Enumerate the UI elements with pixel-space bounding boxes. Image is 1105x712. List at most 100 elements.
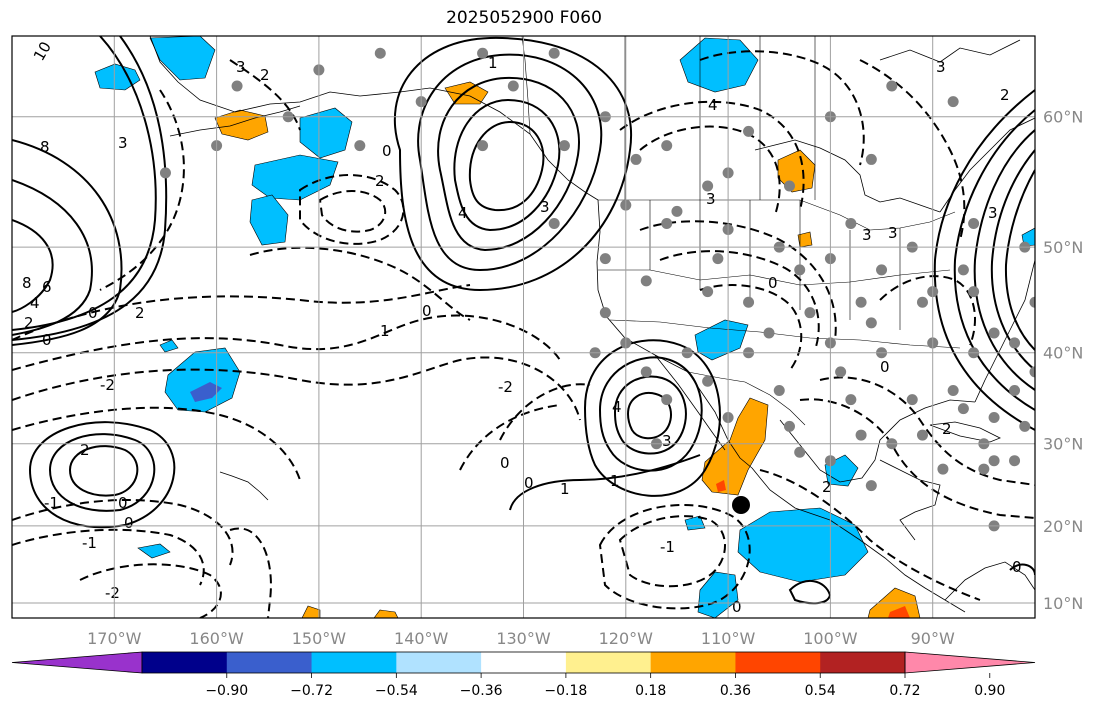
station-dot [957, 403, 969, 415]
contour-label: 3 [706, 190, 716, 208]
contour-neg-16 [699, 284, 803, 371]
contour-label: -1 [82, 534, 97, 552]
contour-neg-17 [619, 100, 805, 211]
shade-blue-tropic-2 [684, 515, 706, 531]
contour-caribbean [788, 580, 832, 605]
lat-tick-labels: 60°N 50°N 40°N 30°N 20°N 10°N [1043, 108, 1083, 613]
station-dot [988, 455, 1000, 467]
coast-east-us [974, 259, 1035, 403]
contour-neg-1 [12, 314, 561, 371]
contour-label: 0 [524, 474, 534, 492]
contour-label: 8 [40, 138, 50, 156]
contour-label: 4 [458, 204, 468, 222]
contour-west-pac-3 [12, 139, 123, 346]
colorbar-segment [142, 652, 228, 673]
station-dot [507, 80, 519, 92]
lon-tick-label: 140°W [394, 629, 449, 648]
station-dot [712, 253, 724, 265]
coast-gulf [779, 399, 976, 483]
contour-label: 1 [380, 322, 390, 340]
contour-label: 0 [422, 302, 432, 320]
station-dot [865, 480, 877, 492]
contour-neg-10 [79, 563, 222, 618]
shade-blue-hawaii-nw [164, 347, 241, 413]
station-dot [968, 218, 980, 230]
shade-red-tropic [888, 606, 910, 618]
station-dot [661, 218, 673, 230]
station-dot [1019, 420, 1031, 432]
station-dot [783, 420, 795, 432]
contour-label: 1 [488, 54, 498, 72]
station-dot [743, 125, 755, 137]
contour-east-coast-4 [953, 109, 1035, 411]
colorbar-tick-labels: −0.90 −0.72 −0.54 −0.36 −0.18 0.18 0.36 0.54 0.7… [205, 673, 1005, 699]
lon-tick-label: 100°W [803, 629, 858, 648]
contour-label: 3 [236, 58, 246, 76]
lon-tick-label: 110°W [701, 629, 756, 648]
contour-neg-3 [12, 284, 471, 341]
coast-arctic-islands [879, 39, 1021, 63]
colorbar-segment [650, 652, 736, 673]
contour-east-coast-1 [973, 129, 1035, 391]
colorbar-segment [565, 652, 652, 673]
contour-label: 3 [118, 134, 128, 152]
station-dot [1029, 366, 1035, 378]
station-dot [855, 429, 867, 441]
shade-orange-tropic-3 [373, 609, 399, 618]
contour-label: 0 [124, 514, 134, 532]
graticule [12, 36, 1035, 618]
station-dot [916, 429, 928, 441]
colorbar-tick-label: −0.90 [205, 683, 248, 699]
coast-baja [654, 354, 726, 451]
lon-tick-label: 130°W [496, 629, 551, 648]
colorbar-tick-label: −0.18 [544, 683, 587, 699]
colorbar-extend-low [11, 651, 143, 674]
border-states-1 [649, 200, 901, 330]
shade-blue-gulf-2 [251, 154, 339, 201]
contour-label: 0 [118, 494, 128, 512]
contour-neg-8 [12, 499, 234, 566]
contour-label: 0 [88, 304, 98, 322]
colorbar-segment [396, 652, 482, 673]
border-states-2 [598, 269, 951, 286]
colorbar-tick-label: 0.90 [974, 683, 1005, 699]
contour-neg-15 [659, 250, 820, 351]
contour-label: 10 [30, 38, 55, 64]
station-dot [661, 140, 673, 152]
contour-neg-7 [12, 406, 301, 481]
contour-neg-6 [318, 190, 387, 233]
station-dot [702, 180, 714, 192]
shade-blue-gulf-1 [299, 107, 353, 159]
lon-tick-label: 170°W [87, 629, 142, 648]
station-dot [845, 218, 857, 230]
station-dot [1029, 296, 1035, 308]
contour-label: -1 [660, 538, 675, 556]
contour-alaska-low-2 [437, 76, 580, 252]
station-dot [988, 412, 1000, 424]
location-marker [732, 496, 750, 514]
contour-neg-11 [229, 527, 272, 618]
station-dot [640, 275, 652, 287]
station-dot [876, 264, 888, 276]
contour-label: -1 [44, 494, 59, 512]
contour-label: 1 [560, 480, 570, 498]
shade-orange-small-1 [797, 231, 813, 248]
contour-east-coast-5 [933, 89, 1035, 431]
shade-orange-mexico [701, 397, 769, 496]
colorbar-segment [226, 652, 313, 673]
contour-label: 2 [135, 304, 145, 322]
contour-alaska-low-5 [393, 36, 633, 292]
contour-label: 4 [612, 398, 622, 416]
contour-label: 8 [22, 274, 32, 292]
station-dot [599, 307, 611, 319]
contour-label: 0 [880, 358, 890, 376]
contours-negative [12, 50, 1035, 618]
contour-baja-high-4 [583, 339, 721, 497]
station-dot [794, 264, 806, 276]
lat-tick-label: 30°N [1043, 435, 1083, 454]
station-dot [978, 463, 990, 475]
contour-label: 0 [768, 274, 778, 292]
contour-label: 0 [732, 598, 742, 616]
contour-label: -2 [100, 376, 115, 394]
